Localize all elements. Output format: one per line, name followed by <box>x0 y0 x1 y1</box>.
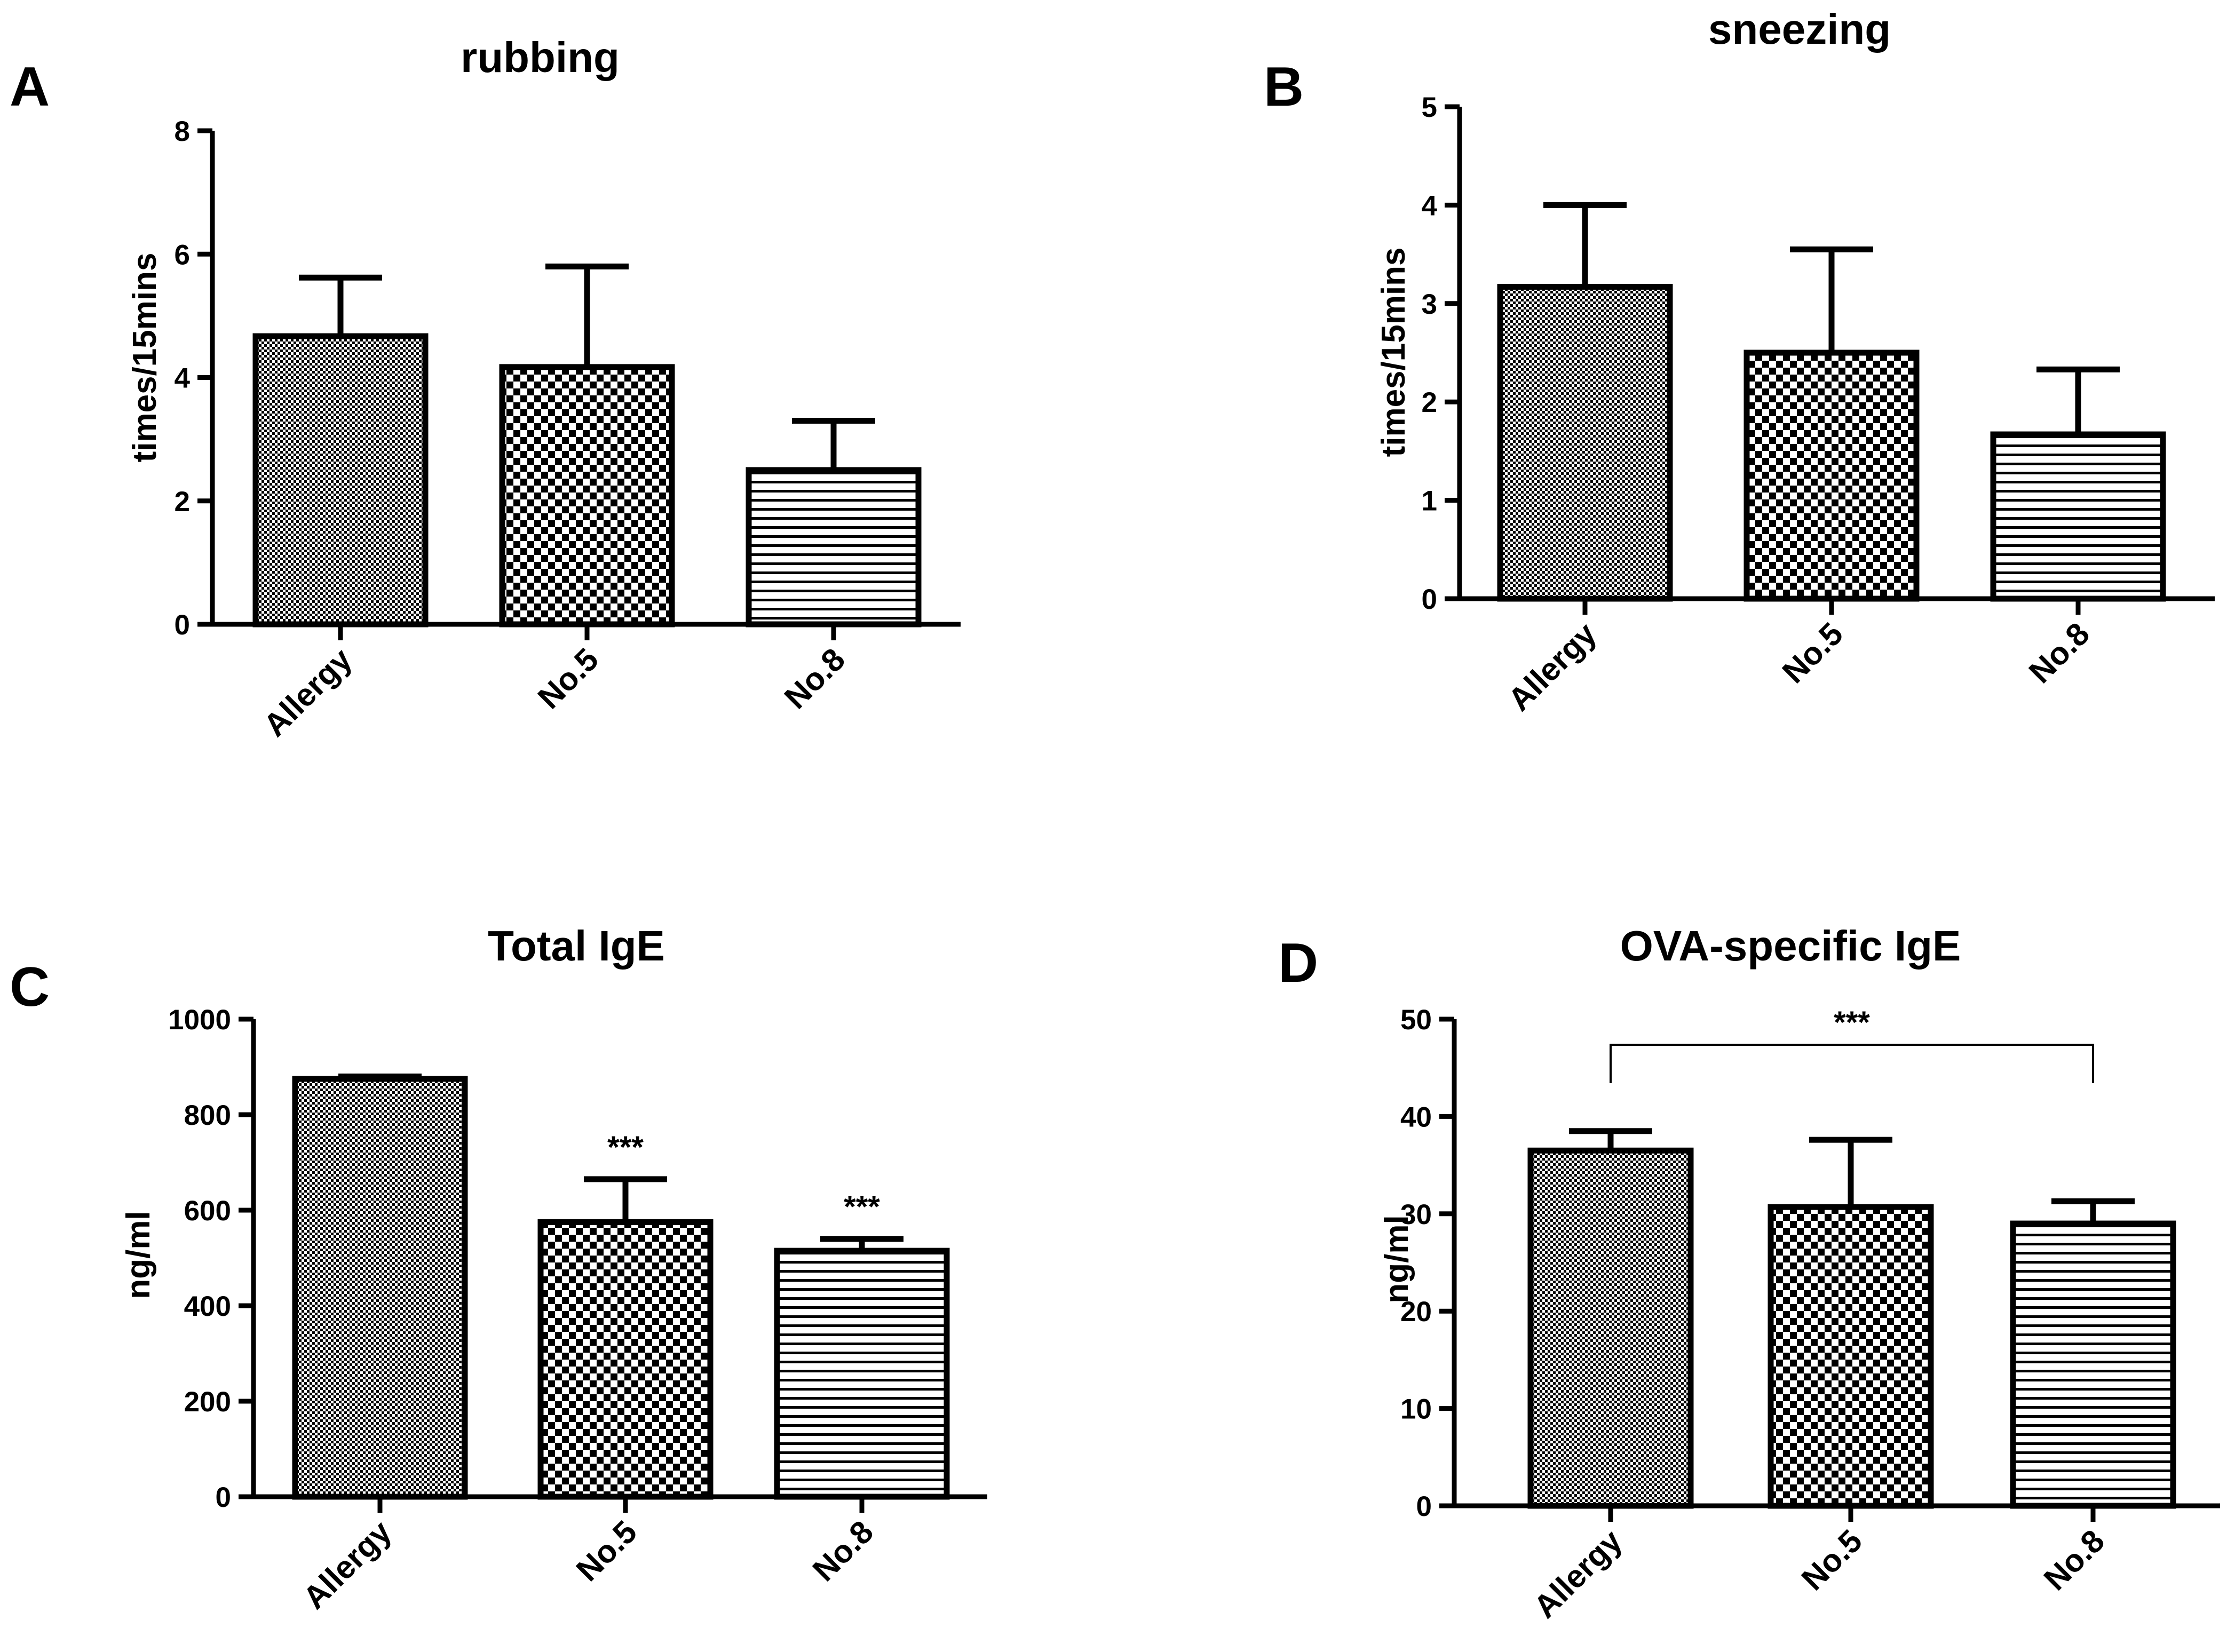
plot-area-a: 0 2 4 6 8 Allergy No.5 No.8 <box>175 116 961 743</box>
bar-a-no-5 <box>499 364 675 628</box>
category-label-d: Allergy <box>1527 1522 1629 1625</box>
bar-c-allergy <box>292 1076 468 1500</box>
bar-b-allergy <box>1497 283 1673 602</box>
category-label-a: No.8 <box>778 641 852 716</box>
y-axis-label-d: ng/ml <box>1378 1215 1415 1303</box>
y-tick-label-c: 200 <box>184 1386 231 1418</box>
panel-d: D OVA-specific IgE ng/ml 0 10 20 30 40 50 Alle… <box>1278 922 2220 1625</box>
y-tick-label-b: 1 <box>1422 486 1437 517</box>
y-tick-label-b: 2 <box>1422 387 1437 418</box>
y-tick-label-a: 8 <box>175 116 190 147</box>
y-tick-label-a: 4 <box>175 363 191 394</box>
category-label-c: Allergy <box>296 1513 399 1616</box>
y-tick-label-b: 4 <box>1422 190 1438 221</box>
y-tick-label-d: 30 <box>1400 1199 1432 1230</box>
category-label-a: Allergy <box>257 641 359 743</box>
panel-label-b: B <box>1264 56 1304 118</box>
plot-area-c: 0 200 400 600 800 1000 Allergy No.5 No.8 *** *** <box>168 1004 987 1616</box>
bar-b-no-5 <box>1743 350 1920 602</box>
y-tick-label-d: 20 <box>1400 1296 1432 1328</box>
category-label-d: No.8 <box>2037 1523 2111 1597</box>
y-tick-label-d: 0 <box>1416 1491 1432 1522</box>
panel-a: A rubbing times/15mins 0 2 4 6 8 Allergy No.5 N… <box>10 34 961 743</box>
bar-a-no-8 <box>746 467 922 628</box>
chart-title-b: sneezing <box>1708 5 1891 53</box>
panel-label-a: A <box>10 56 50 118</box>
y-axis-label-b: times/15mins <box>1375 248 1412 457</box>
bar-d-allergy <box>1527 1147 1694 1509</box>
y-axis-label-a: times/15mins <box>126 253 163 463</box>
bar-c-no-5 <box>537 1219 714 1500</box>
significance-label-c: *** <box>844 1190 880 1225</box>
bar-b-no-8 <box>1990 431 2166 602</box>
y-tick-label-b: 5 <box>1422 92 1437 123</box>
category-label-b: No.8 <box>2022 616 2096 690</box>
bar-a-allergy <box>252 333 429 628</box>
y-axis-label-c: ng/ml <box>120 1211 157 1299</box>
y-tick-label-c: 1000 <box>168 1004 231 1036</box>
chart-title-a: rubbing <box>461 34 620 81</box>
chart-title-d: OVA-specific IgE <box>1620 922 1961 970</box>
y-tick-label-c: 600 <box>184 1195 231 1227</box>
bar-d-no-5 <box>1768 1204 1934 1509</box>
plot-area-d: 0 10 20 30 40 50 Allergy No.5 No.8 *** <box>1400 1004 2220 1625</box>
y-tick-label-d: 10 <box>1400 1394 1432 1425</box>
y-tick-label-c: 0 <box>216 1482 231 1513</box>
panel-b: B sneezing times/15mins 0 1 2 3 4 5 Allergy No.… <box>1264 5 2215 718</box>
y-tick-label-b: 0 <box>1422 584 1437 615</box>
category-label-d: No.5 <box>1795 1523 1869 1597</box>
panel-label-d: D <box>1278 932 1318 994</box>
significance-label-d: *** <box>1834 1005 1870 1040</box>
panel-c: C Total IgE ng/ml 0 200 400 600 800 1000 Aller… <box>10 922 987 1616</box>
plot-area-b: 0 1 2 3 4 5 Allergy No.5 No.8 <box>1422 92 2215 718</box>
chart-title-c: Total IgE <box>488 922 665 970</box>
bar-c-no-8 <box>774 1248 950 1500</box>
category-label-c: No.5 <box>569 1514 644 1588</box>
category-label-a: No.5 <box>531 641 605 716</box>
y-tick-label-d: 50 <box>1400 1004 1432 1036</box>
category-label-b: No.5 <box>1776 616 1850 690</box>
significance-bracket-d <box>1610 1044 2094 1083</box>
y-tick-label-d: 40 <box>1400 1101 1432 1133</box>
y-tick-label-c: 800 <box>184 1100 231 1131</box>
category-label-b: Allergy <box>1501 615 1604 718</box>
category-label-c: No.8 <box>806 1514 880 1588</box>
y-tick-label-a: 0 <box>175 609 190 641</box>
panel-label-c: C <box>10 956 50 1018</box>
y-tick-label-b: 3 <box>1422 289 1437 320</box>
y-tick-label-a: 6 <box>175 239 190 271</box>
bar-d-no-8 <box>2010 1220 2176 1509</box>
significance-label-c: *** <box>607 1130 644 1165</box>
y-tick-label-c: 400 <box>184 1291 231 1322</box>
y-tick-label-a: 2 <box>175 486 190 518</box>
